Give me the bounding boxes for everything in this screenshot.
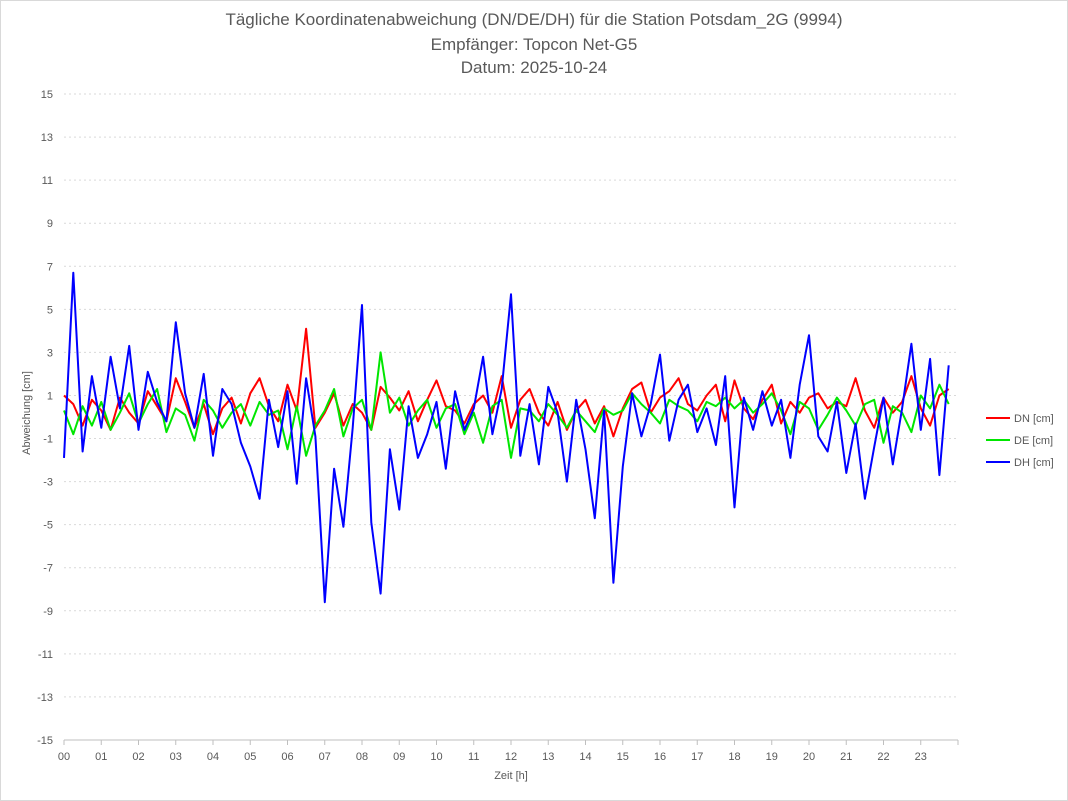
chart-title: Tägliche Koordinatenabweichung (DN/DE/DH… [225,10,843,29]
x-tick-label: 18 [728,751,740,763]
x-tick-label: 04 [207,751,219,763]
x-tick-label: 12 [505,751,517,763]
series-line-dn [63,327,950,438]
y-tick-label: -9 [43,606,53,618]
y-tick-label: 5 [47,304,53,316]
x-tick-label: 13 [542,751,554,763]
x-tick-label: 07 [319,751,331,763]
legend-label-dh: DH [cm] [1014,457,1054,469]
x-tick-label: 01 [95,751,107,763]
x-tick-label: 19 [766,751,778,763]
y-tick-label: 7 [47,261,53,273]
legend-label-de: DE [cm] [1014,435,1053,447]
x-tick-label: 06 [281,751,293,763]
legend-label-dn: DN [cm] [1014,413,1054,425]
x-tick-label: 11 [468,751,479,763]
chart-subtitle-date: Datum: 2025-10-24 [460,58,608,77]
y-tick-label: 11 [42,175,53,187]
y-tick-label: 3 [47,347,53,359]
x-tick-label: 03 [170,751,182,763]
y-tick-label: -7 [43,563,53,575]
y-axis-label: Abweichung [cm] [21,371,33,455]
x-tick-label: 05 [244,751,256,763]
x-tick-label: 15 [617,751,629,763]
y-tick-label: 9 [47,218,53,230]
x-axis-label: Zeit [h] [494,770,528,782]
x-tick-label: 17 [691,751,703,763]
x-tick-label: 23 [915,751,927,763]
x-tick-label: 16 [654,751,666,763]
y-tick-label: 13 [41,132,53,144]
x-tick-label: 09 [393,751,405,763]
x-tick-label: 02 [132,751,144,763]
y-tick-label: -3 [43,477,53,489]
y-tick-label: -1 [43,434,53,446]
x-tick-label: 10 [430,751,442,763]
chart-subtitle-receiver: Empfänger: Topcon Net-G5 [430,35,638,54]
series-line-de [63,351,950,459]
y-tick-label: -13 [37,692,53,704]
series-line-dh [63,271,950,604]
y-tick-label: 1 [47,390,53,402]
y-tick-label: 15 [41,89,53,101]
y-tick-label: -11 [38,649,53,661]
x-tick-label: 21 [840,751,852,763]
x-tick-label: 20 [803,751,815,763]
x-tick-label: 22 [877,751,889,763]
x-tick-label: 00 [58,751,70,763]
x-tick-label: 14 [579,751,591,763]
y-tick-label: -5 [43,520,53,532]
x-tick-label: 08 [356,751,368,763]
y-tick-label: -15 [37,735,53,747]
